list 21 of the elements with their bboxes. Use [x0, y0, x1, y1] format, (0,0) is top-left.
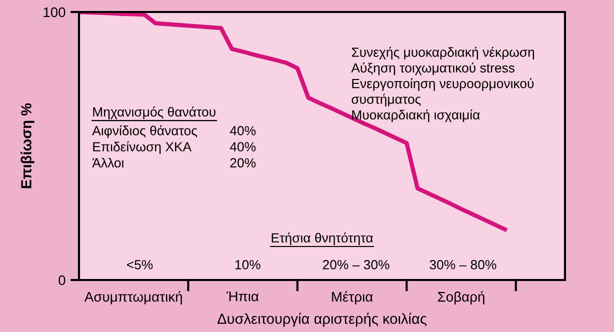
annotation: 20% [230, 158, 256, 168]
y-tick-label: 0 [58, 275, 66, 286]
y-tick-label: 100 [44, 7, 66, 18]
annotation: 40% [230, 142, 256, 152]
annotation: Επιδείνωση ΧΚΑ [93, 141, 192, 154]
annotation: Συνεχής μυοκαρδιακή νέκρωση Αύξηση τοιχωματικού stress Ενεργοποίηση νευροορμονικού συστήματος Μυοκαρδιακή ισχαιμία [351, 46, 534, 122]
annotation: Μηχανισμός θανάτου [93, 106, 216, 120]
x-tick-label: Σοβαρή [438, 291, 484, 304]
x-axis-title: Δυσλειτουργία αριστερής κοιλίας [218, 312, 426, 327]
annotation: 20% – 30% [322, 260, 390, 270]
annotation: 10% [235, 260, 260, 270]
annotation: 30% – 80% [430, 260, 496, 270]
x-tick-label: Ασυμπτωματική [84, 291, 182, 304]
annotation: Αιφνίδιος θάνατος [92, 125, 198, 138]
y-axis-title: Επιβίωση % [20, 103, 34, 188]
annotation: 40% [230, 126, 256, 136]
annotation: <5% [127, 260, 153, 270]
x-tick-label: Μέτρια [332, 291, 373, 304]
x-tick-label: Ήπια [226, 292, 259, 302]
annotation: Ετήσια θνητότητα [272, 232, 373, 246]
annotation: Άλλοι [92, 158, 124, 168]
